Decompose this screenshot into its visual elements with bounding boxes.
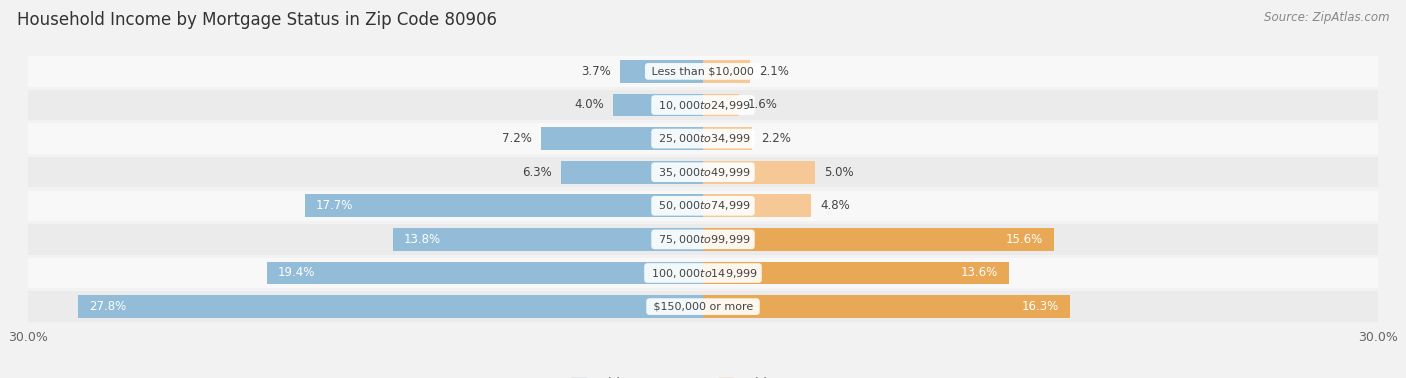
- Bar: [305, 194, 703, 217]
- Text: 13.6%: 13.6%: [960, 266, 998, 279]
- Bar: [28, 224, 1378, 254]
- Text: 17.7%: 17.7%: [316, 199, 353, 212]
- Bar: [77, 295, 703, 318]
- Text: 2.1%: 2.1%: [759, 65, 789, 78]
- Text: 15.6%: 15.6%: [1005, 233, 1043, 246]
- Text: 19.4%: 19.4%: [278, 266, 315, 279]
- Text: 7.2%: 7.2%: [502, 132, 531, 145]
- Text: 1.6%: 1.6%: [748, 99, 778, 112]
- Bar: [28, 157, 1378, 187]
- Text: $25,000 to $34,999: $25,000 to $34,999: [655, 132, 751, 145]
- Text: Less than $10,000: Less than $10,000: [648, 67, 758, 76]
- Text: 16.3%: 16.3%: [1021, 300, 1059, 313]
- Bar: [28, 258, 1378, 288]
- Bar: [392, 228, 703, 251]
- Text: 6.3%: 6.3%: [523, 166, 553, 179]
- Bar: [703, 127, 752, 150]
- Bar: [28, 56, 1378, 87]
- Bar: [703, 60, 751, 83]
- Text: $10,000 to $24,999: $10,000 to $24,999: [655, 99, 751, 112]
- Bar: [703, 94, 740, 116]
- Text: 3.7%: 3.7%: [581, 65, 610, 78]
- Bar: [28, 191, 1378, 221]
- Bar: [28, 90, 1378, 120]
- Bar: [28, 291, 1378, 322]
- Text: $75,000 to $99,999: $75,000 to $99,999: [655, 233, 751, 246]
- Bar: [703, 262, 1010, 284]
- Text: 2.2%: 2.2%: [762, 132, 792, 145]
- Bar: [703, 194, 811, 217]
- Text: 4.8%: 4.8%: [820, 199, 849, 212]
- Bar: [703, 161, 815, 184]
- Text: $150,000 or more: $150,000 or more: [650, 302, 756, 311]
- Bar: [267, 262, 703, 284]
- Legend: Without Mortgage, With Mortgage: Without Mortgage, With Mortgage: [565, 372, 841, 378]
- Text: $50,000 to $74,999: $50,000 to $74,999: [655, 199, 751, 212]
- Text: 13.8%: 13.8%: [404, 233, 441, 246]
- Text: 27.8%: 27.8%: [89, 300, 127, 313]
- Bar: [561, 161, 703, 184]
- Text: Household Income by Mortgage Status in Zip Code 80906: Household Income by Mortgage Status in Z…: [17, 11, 496, 29]
- Bar: [703, 295, 1070, 318]
- Bar: [613, 94, 703, 116]
- Text: 5.0%: 5.0%: [824, 166, 853, 179]
- Bar: [541, 127, 703, 150]
- Bar: [620, 60, 703, 83]
- Bar: [703, 228, 1054, 251]
- Text: $100,000 to $149,999: $100,000 to $149,999: [648, 266, 758, 279]
- Text: 4.0%: 4.0%: [574, 99, 605, 112]
- Text: Source: ZipAtlas.com: Source: ZipAtlas.com: [1264, 11, 1389, 24]
- Bar: [28, 124, 1378, 154]
- Text: $35,000 to $49,999: $35,000 to $49,999: [655, 166, 751, 179]
